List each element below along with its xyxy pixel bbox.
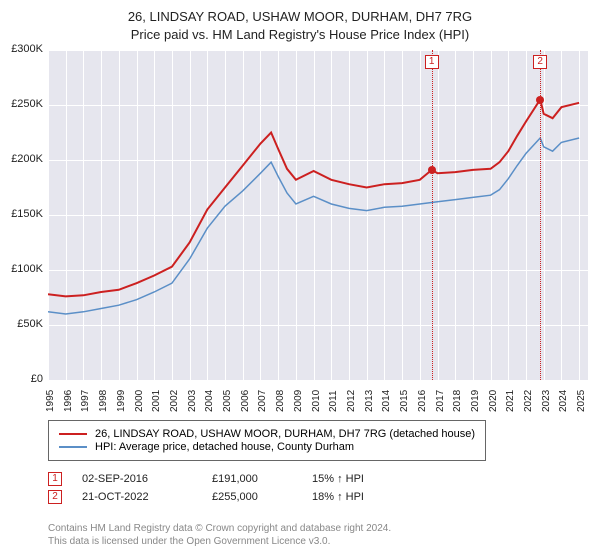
x-axis-label: 2003 — [187, 390, 198, 412]
legend-row: HPI: Average price, detached house, Coun… — [59, 441, 475, 453]
x-axis-label: 2008 — [275, 390, 286, 412]
x-axis-label: 2022 — [523, 390, 534, 412]
x-axis-label: 1997 — [80, 390, 91, 412]
x-axis-label: 2024 — [558, 390, 569, 412]
footer-line-1: Contains HM Land Registry data © Crown c… — [48, 522, 391, 535]
y-axis-label: £50K — [3, 318, 43, 330]
sales-date: 21-OCT-2022 — [82, 491, 192, 503]
sales-date: 02-SEP-2016 — [82, 473, 192, 485]
x-axis-label: 2001 — [151, 390, 162, 412]
x-axis-label: 2012 — [346, 390, 357, 412]
x-axis-label: 2011 — [328, 390, 339, 412]
chart-title-area: 26, LINDSAY ROAD, USHAW MOOR, DURHAM, DH… — [0, 0, 600, 44]
marker-box: 2 — [533, 55, 547, 69]
x-axis-label: 2007 — [257, 390, 268, 412]
x-axis-label: 2010 — [311, 390, 322, 412]
footer-line-2: This data is licensed under the Open Gov… — [48, 535, 391, 548]
sales-diff: 18% ↑ HPI — [312, 491, 364, 503]
y-axis-label: £300K — [3, 43, 43, 55]
x-axis-label: 2019 — [470, 390, 481, 412]
sales-price: £191,000 — [212, 473, 292, 485]
x-axis-label: 2009 — [293, 390, 304, 412]
marker-box: 1 — [425, 55, 439, 69]
y-axis-label: £150K — [3, 208, 43, 220]
legend-label: HPI: Average price, detached house, Coun… — [95, 441, 354, 453]
x-axis-label: 2017 — [435, 390, 446, 412]
x-axis-label: 2021 — [505, 390, 516, 412]
series-line — [48, 100, 579, 297]
x-axis-label: 2015 — [399, 390, 410, 412]
x-axis-label: 2025 — [576, 390, 587, 412]
x-axis-label: 2004 — [204, 390, 215, 412]
sales-price: £255,000 — [212, 491, 292, 503]
x-axis-label: 2020 — [488, 390, 499, 412]
legend-row: 26, LINDSAY ROAD, USHAW MOOR, DURHAM, DH… — [59, 428, 475, 440]
x-axis-label: 2016 — [417, 390, 428, 412]
y-axis-label: £200K — [3, 153, 43, 165]
x-axis-label: 2014 — [381, 390, 392, 412]
y-axis-label: £0 — [3, 373, 43, 385]
title-line-2: Price paid vs. HM Land Registry's House … — [0, 26, 600, 44]
y-axis-label: £100K — [3, 263, 43, 275]
x-axis-label: 2002 — [169, 390, 180, 412]
title-line-1: 26, LINDSAY ROAD, USHAW MOOR, DURHAM, DH… — [0, 8, 600, 26]
x-axis-label: 2005 — [222, 390, 233, 412]
sales-marker-box: 1 — [48, 472, 62, 486]
x-axis-label: 1998 — [98, 390, 109, 412]
x-axis-label: 2006 — [240, 390, 251, 412]
x-axis-label: 1999 — [116, 390, 127, 412]
marker-dot — [428, 166, 436, 174]
series-line — [48, 138, 579, 314]
gridline-h — [48, 380, 588, 381]
marker-dot — [536, 96, 544, 104]
marker-line — [432, 50, 433, 380]
sales-row: 1 02-SEP-2016 £191,000 15% ↑ HPI — [48, 472, 364, 486]
sales-diff: 15% ↑ HPI — [312, 473, 364, 485]
footer-attribution: Contains HM Land Registry data © Crown c… — [48, 522, 391, 548]
x-axis-label: 2023 — [541, 390, 552, 412]
x-axis-label: 2000 — [134, 390, 145, 412]
sales-row: 2 21-OCT-2022 £255,000 18% ↑ HPI — [48, 490, 364, 504]
x-axis-label: 1995 — [45, 390, 56, 412]
legend-box: 26, LINDSAY ROAD, USHAW MOOR, DURHAM, DH… — [48, 420, 486, 461]
y-axis-label: £250K — [3, 98, 43, 110]
sales-table: 1 02-SEP-2016 £191,000 15% ↑ HPI 2 21-OCT-202… — [48, 468, 364, 508]
legend-label: 26, LINDSAY ROAD, USHAW MOOR, DURHAM, DH… — [95, 428, 475, 440]
legend-swatch — [59, 433, 87, 435]
sales-marker-box: 2 — [48, 490, 62, 504]
x-axis-label: 2018 — [452, 390, 463, 412]
legend-swatch — [59, 446, 87, 448]
series-svg — [48, 50, 588, 380]
x-axis-label: 2013 — [364, 390, 375, 412]
plot-area: 12 — [48, 50, 588, 380]
x-axis-label: 1996 — [63, 390, 74, 412]
